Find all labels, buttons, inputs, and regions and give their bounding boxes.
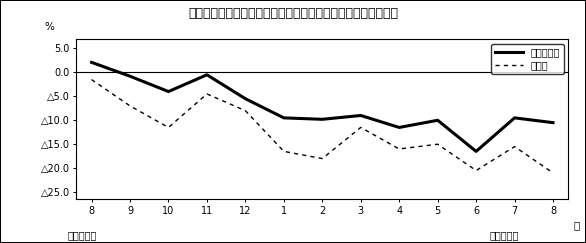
Text: 第２図　所定外労働時間対前年同月比の推移（規模５人以上）: 第２図 所定外労働時間対前年同月比の推移（規模５人以上） (188, 7, 398, 20)
Text: 月: 月 (573, 220, 580, 230)
Text: %: % (44, 22, 54, 33)
Text: 平成２０年: 平成２０年 (489, 231, 519, 241)
Text: 平成１９年: 平成１９年 (67, 231, 97, 241)
Legend: 調査産業計, 製造業: 調査産業計, 製造業 (492, 44, 564, 74)
